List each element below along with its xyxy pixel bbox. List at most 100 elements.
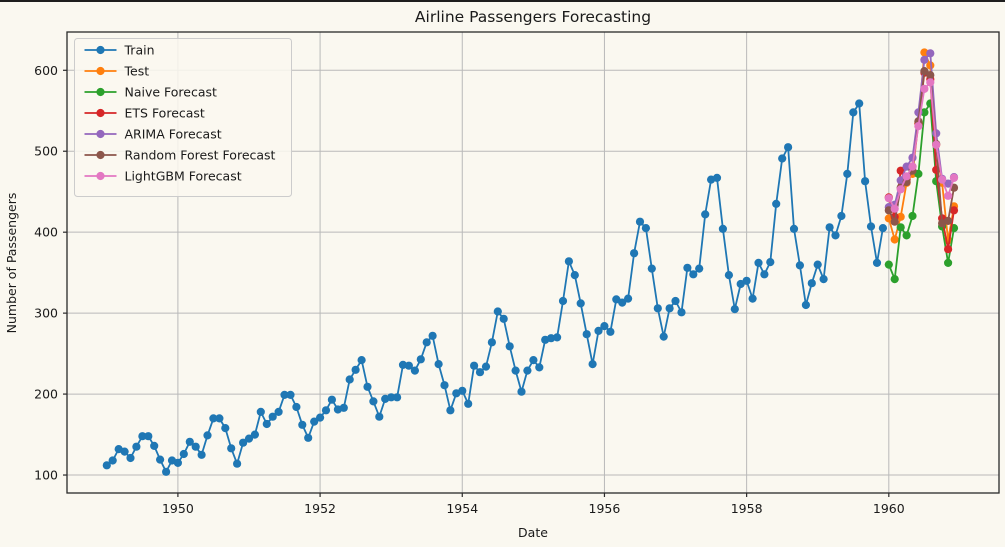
- data-point-naive-forecast-10: [944, 258, 953, 267]
- data-point-train-90: [635, 217, 645, 226]
- data-point-train-105: [724, 271, 734, 280]
- data-point-train-30: [280, 390, 289, 399]
- data-point-train-25: [250, 430, 259, 439]
- data-point-train-108: [742, 276, 751, 285]
- data-point-train-121: [819, 275, 828, 284]
- data-point-train-71: [523, 366, 532, 375]
- legend-label-lightgbm-forecast: LightGBM Forecast: [125, 169, 242, 184]
- data-point-train-23: [239, 438, 248, 447]
- data-point-train-37: [321, 406, 331, 415]
- data-point-naive-forecast-3: [902, 231, 911, 240]
- data-point-train-99: [689, 270, 698, 279]
- data-point-lightgbm-forecast-7: [926, 78, 935, 87]
- data-point-train-0: [102, 461, 111, 470]
- data-point-train-125: [843, 169, 852, 178]
- data-point-train-52: [410, 366, 419, 375]
- series-train: [102, 99, 888, 476]
- chart-title: Airline Passengers Forecasting: [415, 8, 651, 26]
- data-point-lightgbm-forecast-6: [920, 84, 929, 93]
- legend-marker-icon-lightgbm-forecast: [96, 171, 105, 181]
- data-point-train-66: [493, 307, 502, 316]
- legend-item-arima-forecast: ARIMA Forecast: [84, 127, 222, 142]
- data-point-train-96: [671, 296, 680, 306]
- data-point-train-84: [600, 322, 609, 331]
- legend: Train Test Naive Forecast ETS Forecast ARIMA…: [74, 38, 292, 197]
- data-point-lightgbm-forecast-9: [938, 175, 947, 184]
- data-point-train-8: [150, 441, 159, 450]
- data-point-train-118: [801, 300, 811, 310]
- x-tick-label-1958: 1958: [731, 501, 763, 516]
- data-point-train-61: [464, 399, 473, 408]
- x-tick-label-1952: 1952: [304, 501, 336, 516]
- data-point-train-87: [618, 298, 627, 307]
- legend-marker-icon-train: [96, 45, 105, 55]
- y-tick-label-200: 200: [34, 387, 58, 402]
- data-point-lightgbm-forecast-1: [890, 204, 899, 213]
- y-tick-label-100: 100: [34, 468, 58, 483]
- x-axis-label: Date: [518, 525, 548, 540]
- data-point-train-113: [772, 199, 781, 208]
- data-point-train-62: [470, 361, 479, 370]
- data-point-random-forest-forecast-6: [920, 67, 929, 76]
- data-point-train-128: [861, 177, 870, 186]
- data-point-train-53: [416, 355, 425, 364]
- data-point-arima-forecast-3: [902, 162, 911, 171]
- data-point-train-119: [807, 279, 816, 288]
- legend-box: [74, 38, 292, 197]
- legend-item-naive-forecast: Naive Forecast: [84, 85, 217, 100]
- legend-label-arima-forecast: ARIMA Forecast: [125, 127, 222, 142]
- data-point-train-12: [173, 458, 182, 467]
- data-point-train-82: [588, 360, 597, 369]
- data-point-train-72: [529, 356, 538, 365]
- data-point-random-forest-forecast-1: [890, 217, 899, 226]
- data-point-train-56: [434, 360, 443, 369]
- data-point-train-114: [778, 154, 787, 163]
- data-point-train-79: [570, 271, 579, 280]
- data-point-random-forest-forecast-10: [944, 216, 953, 225]
- data-point-train-44: [363, 382, 372, 391]
- data-point-train-32: [292, 402, 301, 412]
- data-point-train-110: [754, 258, 763, 267]
- data-point-train-130: [872, 258, 882, 267]
- legend-label-train: Train: [124, 43, 155, 58]
- data-point-train-19: [215, 414, 224, 423]
- data-point-train-24: [244, 434, 254, 443]
- x-tick-label-1960: 1960: [873, 501, 905, 516]
- data-point-lightgbm-forecast-10: [944, 191, 953, 200]
- data-point-lightgbm-forecast-3: [902, 172, 911, 181]
- data-point-train-68: [505, 342, 514, 351]
- legend-marker-icon-ets-forecast: [96, 108, 105, 118]
- data-point-naive-forecast-4: [908, 211, 917, 221]
- data-point-random-forest-forecast-7: [926, 71, 935, 80]
- data-point-train-94: [659, 332, 668, 341]
- legend-item-ets-forecast: ETS Forecast: [84, 106, 205, 121]
- data-point-naive-forecast-6: [920, 108, 929, 117]
- data-point-train-131: [878, 224, 888, 233]
- data-point-train-58: [446, 406, 455, 415]
- data-point-train-106: [730, 305, 739, 314]
- data-point-train-49: [393, 393, 402, 402]
- data-point-ets-forecast-2: [896, 166, 905, 175]
- data-point-train-28: [268, 412, 277, 421]
- legend-label-random-forest-forecast: Random Forest Forecast: [125, 148, 276, 163]
- data-point-train-80: [576, 299, 585, 308]
- data-point-train-69: [511, 366, 520, 375]
- data-point-train-73: [535, 363, 544, 372]
- data-point-train-48: [387, 393, 396, 402]
- data-point-train-60: [458, 386, 467, 395]
- data-point-train-22: [233, 459, 242, 468]
- data-point-lightgbm-forecast-11: [949, 173, 959, 182]
- data-point-train-38: [327, 395, 336, 404]
- data-point-train-40: [339, 403, 348, 412]
- data-point-arima-forecast-7: [926, 49, 935, 58]
- series-line-naive-forecast: [887, 102, 955, 281]
- data-point-train-117: [795, 261, 805, 270]
- x-tick-label-1956: 1956: [589, 501, 621, 516]
- data-point-train-55: [428, 331, 437, 340]
- data-point-train-77: [558, 296, 568, 306]
- data-point-ets-forecast-10: [944, 245, 953, 254]
- data-point-train-78: [564, 257, 574, 266]
- data-point-train-93: [653, 304, 662, 313]
- series-lightgbm-forecast: [884, 78, 959, 213]
